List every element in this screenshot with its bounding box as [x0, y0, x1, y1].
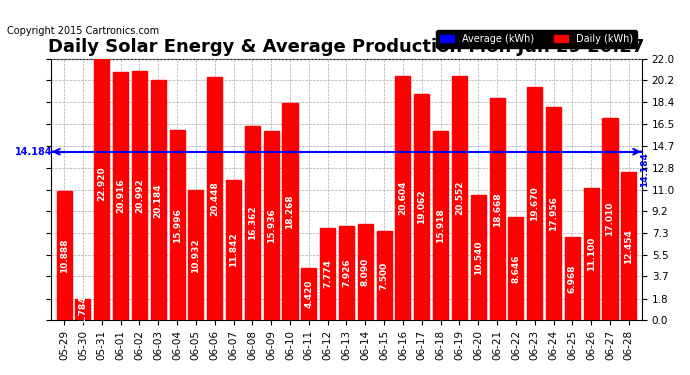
Text: 12.454: 12.454: [624, 229, 633, 264]
Text: 11.100: 11.100: [586, 237, 595, 272]
Text: 14.184: 14.184: [640, 152, 649, 187]
Bar: [602, 118, 618, 320]
Text: 17.010: 17.010: [606, 202, 615, 236]
Bar: [452, 76, 467, 320]
Bar: [264, 131, 279, 320]
Bar: [584, 188, 599, 320]
Text: 10.540: 10.540: [474, 240, 483, 275]
Legend: Average (kWh), Daily (kWh): Average (kWh), Daily (kWh): [436, 30, 637, 48]
Text: 11.842: 11.842: [229, 232, 238, 267]
Text: 7.774: 7.774: [323, 260, 332, 288]
Text: 22.920: 22.920: [97, 167, 106, 201]
Bar: [433, 131, 448, 320]
Text: 16.362: 16.362: [248, 206, 257, 240]
Bar: [471, 195, 486, 320]
Bar: [320, 228, 335, 320]
Bar: [565, 237, 580, 320]
Text: Copyright 2015 Cartronics.com: Copyright 2015 Cartronics.com: [7, 26, 159, 36]
Text: 8.646: 8.646: [511, 255, 520, 283]
Text: 19.670: 19.670: [530, 186, 539, 221]
Bar: [509, 217, 524, 320]
Bar: [207, 77, 222, 320]
Bar: [377, 231, 392, 320]
Bar: [358, 224, 373, 320]
Text: 15.996: 15.996: [172, 208, 181, 243]
Text: 10.888: 10.888: [59, 238, 68, 273]
Text: 20.604: 20.604: [398, 181, 408, 215]
Bar: [113, 72, 128, 320]
Text: 7.926: 7.926: [342, 259, 351, 287]
Bar: [75, 299, 90, 320]
Text: 14.184: 14.184: [15, 147, 53, 157]
Bar: [621, 172, 636, 320]
Bar: [188, 190, 204, 320]
Text: 20.992: 20.992: [135, 178, 144, 213]
Bar: [150, 81, 166, 320]
Text: 6.968: 6.968: [568, 264, 577, 293]
Bar: [95, 48, 109, 320]
Text: 18.268: 18.268: [286, 194, 295, 229]
Bar: [282, 103, 297, 320]
Bar: [339, 226, 354, 320]
Text: 15.918: 15.918: [436, 208, 445, 243]
Bar: [57, 191, 72, 320]
Text: 4.420: 4.420: [304, 280, 313, 308]
Text: 18.668: 18.668: [493, 192, 502, 226]
Bar: [226, 180, 241, 320]
Text: 7.500: 7.500: [380, 261, 388, 290]
Bar: [546, 107, 561, 320]
Text: 8.090: 8.090: [361, 258, 370, 286]
Bar: [527, 87, 542, 320]
Text: 20.916: 20.916: [116, 178, 125, 213]
Text: 19.062: 19.062: [417, 190, 426, 224]
Text: 1.784: 1.784: [79, 295, 88, 324]
Text: 15.936: 15.936: [266, 208, 276, 243]
Text: 10.932: 10.932: [191, 238, 200, 273]
Bar: [170, 130, 185, 320]
Title: Daily Solar Energy & Average Production Mon Jun 29 20:27: Daily Solar Energy & Average Production …: [48, 38, 644, 56]
Bar: [489, 99, 504, 320]
Text: 17.956: 17.956: [549, 196, 558, 231]
Bar: [245, 126, 260, 320]
Text: 20.552: 20.552: [455, 181, 464, 215]
Text: 20.184: 20.184: [154, 183, 163, 218]
Bar: [414, 94, 429, 320]
Text: 20.448: 20.448: [210, 182, 219, 216]
Bar: [132, 71, 147, 320]
Bar: [302, 268, 316, 320]
Bar: [395, 75, 411, 320]
